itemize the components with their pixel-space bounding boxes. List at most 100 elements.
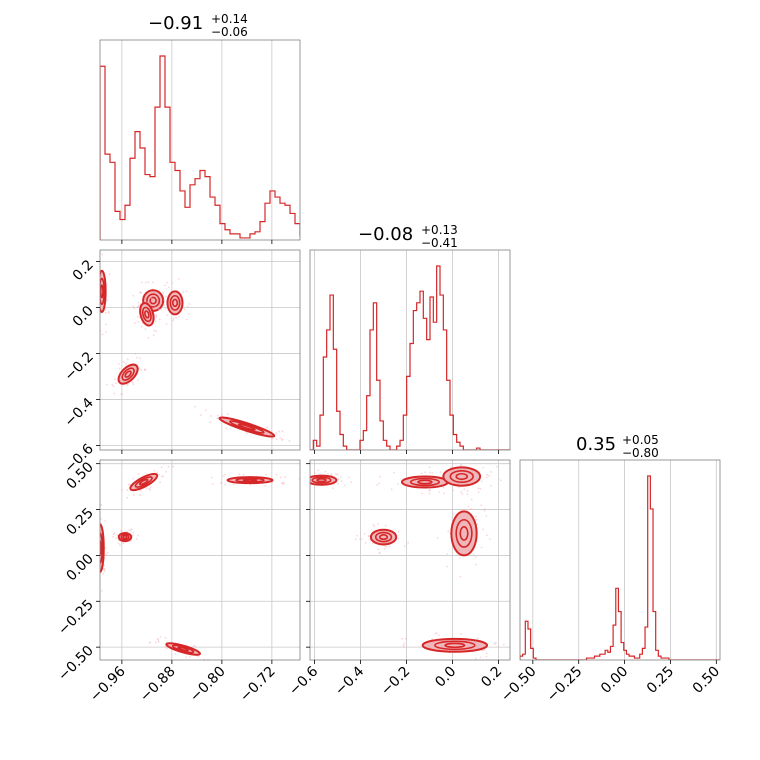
sample-point (187, 313, 190, 315)
sample-point (485, 652, 488, 655)
sample-point (467, 505, 470, 508)
sample-point (354, 538, 357, 541)
sample-point (371, 542, 374, 545)
sample-point (152, 334, 155, 336)
sample-point (224, 473, 227, 476)
contour-inner (316, 478, 327, 483)
contour-blob (112, 528, 139, 546)
sample-point (479, 487, 482, 490)
sample-point (217, 414, 219, 417)
sample-point (242, 473, 245, 476)
sample-point (116, 534, 119, 536)
contour-blob (210, 473, 300, 487)
x-tick-label: −0.6 (286, 663, 321, 698)
contour-outer (442, 466, 482, 487)
y-tick-label: −0.50 (55, 643, 97, 685)
sample-point (476, 637, 479, 640)
contour-inner (455, 472, 469, 481)
sample-point (153, 329, 156, 332)
sample-point (224, 483, 227, 486)
sample-point (104, 330, 107, 333)
sample-point (103, 564, 106, 567)
sample-point (96, 591, 98, 593)
sample-point (403, 545, 406, 548)
sample-point (446, 552, 449, 555)
contour-inner (417, 479, 433, 485)
sample-point (113, 378, 116, 381)
contour-mid (100, 277, 105, 306)
contour-mid (229, 420, 265, 434)
sample-point (420, 472, 423, 475)
contour-blob (121, 465, 175, 499)
contour-blob (194, 405, 304, 445)
title-minus: −0.41 (421, 236, 458, 250)
contour-mid (146, 293, 161, 308)
sample-point (95, 566, 97, 568)
sample-point (160, 302, 163, 305)
histogram-param-0 (100, 55, 300, 240)
sample-point (360, 538, 363, 540)
sample-point (368, 535, 370, 538)
sample-point (105, 311, 107, 314)
sample-point (377, 523, 379, 526)
sample-point (106, 299, 108, 302)
sample-point (377, 548, 380, 551)
contour-blob (354, 523, 410, 555)
sample-point (330, 473, 333, 476)
sample-point (460, 632, 463, 635)
x-tick-label: −0.4 (332, 663, 367, 698)
sample-point (401, 637, 404, 640)
sample-point (157, 640, 160, 643)
sample-point (96, 274, 98, 276)
sample-point (188, 303, 191, 305)
sample-point (118, 367, 121, 370)
sample-point (447, 530, 450, 533)
sample-point (134, 352, 137, 355)
sample-point (219, 481, 222, 484)
sample-point (488, 538, 491, 540)
sample-point (117, 542, 120, 545)
sample-point (175, 316, 178, 319)
sample-point (121, 392, 123, 395)
sample-point (135, 538, 138, 541)
sample-point (211, 483, 214, 485)
sample-point (466, 490, 469, 492)
sample-point (140, 369, 143, 372)
sample-point (104, 547, 107, 549)
sample-point (480, 480, 483, 483)
sample-point (479, 656, 482, 659)
sample-point (335, 473, 338, 476)
sample-point (205, 409, 207, 412)
sample-point (93, 566, 95, 568)
contour-mid (141, 306, 152, 323)
x-tick-label: 0.2 (478, 664, 505, 691)
sample-point (164, 284, 166, 287)
sample-point (162, 475, 164, 478)
sample-point (469, 508, 472, 510)
sample-point (115, 382, 118, 385)
sample-point (458, 557, 461, 560)
sample-point (137, 301, 140, 304)
sample-point (186, 305, 189, 308)
sample-point (106, 383, 109, 386)
sample-point (197, 655, 200, 658)
contour-inner (242, 478, 258, 482)
contour-blob (436, 490, 491, 578)
sample-point (281, 430, 284, 433)
sample-point (216, 417, 218, 420)
sample-point (164, 637, 167, 639)
sample-point (132, 477, 135, 480)
sample-point (475, 518, 478, 521)
sample-point (340, 480, 343, 483)
sample-point (114, 537, 117, 540)
sample-point (134, 322, 136, 324)
sample-point (313, 472, 316, 474)
sample-point (158, 318, 161, 321)
sample-point (106, 552, 109, 554)
contour-mid (449, 470, 474, 484)
sample-point (102, 572, 104, 575)
sample-point (171, 282, 174, 284)
sample-point (162, 291, 165, 294)
sample-point (112, 385, 115, 388)
contour-mid (169, 294, 181, 311)
